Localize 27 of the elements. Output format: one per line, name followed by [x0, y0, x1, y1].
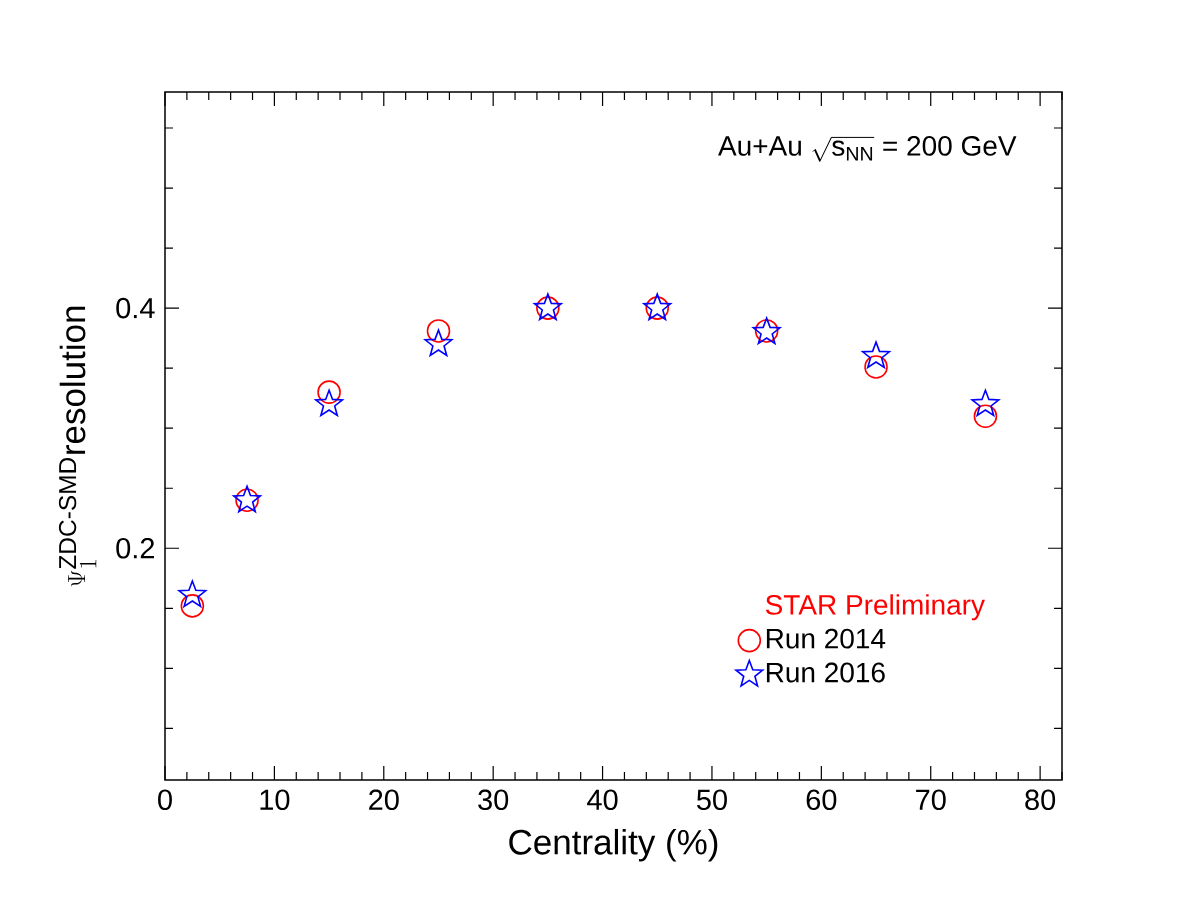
point [424, 329, 453, 357]
x-axis-title: Centrality (%) [509, 828, 718, 862]
point [861, 341, 891, 369]
legend-label: Run 2016 [766, 662, 885, 683]
x-tick-label: 60 [806, 789, 837, 811]
point [317, 380, 341, 404]
x-tick-label: 50 [696, 789, 727, 811]
point [971, 389, 1000, 417]
x-tick-label: 40 [587, 789, 618, 811]
point [180, 594, 205, 618]
point [178, 580, 207, 608]
point [973, 404, 998, 428]
y-tick-label: 0.4 [116, 297, 155, 319]
y-axis-title: $\Psi_{1}^{\text{ZDC-SMD}}\text{resolution}$ [58, 306, 97, 587]
annotation: $\text{Au+Au }\sqrt{\text{s}_{\text{NN}}}\text{ = 200 GeV}$ [718, 135, 1017, 162]
x-tick-label: 30 [478, 789, 509, 811]
x-tick-label: 70 [916, 789, 946, 811]
point [426, 319, 451, 343]
x-tick-label: 10 [260, 789, 290, 811]
x-tick-label: 80 [1025, 789, 1056, 811]
legend-title: STAR Preliminary [765, 594, 985, 621]
point [314, 389, 344, 417]
x-tick-label: 0 [158, 789, 172, 811]
y-tick-label: 0.2 [116, 538, 155, 559]
legend-label: Run 2014 [766, 628, 886, 649]
point [864, 355, 888, 379]
x-tick-label: 20 [369, 789, 399, 811]
